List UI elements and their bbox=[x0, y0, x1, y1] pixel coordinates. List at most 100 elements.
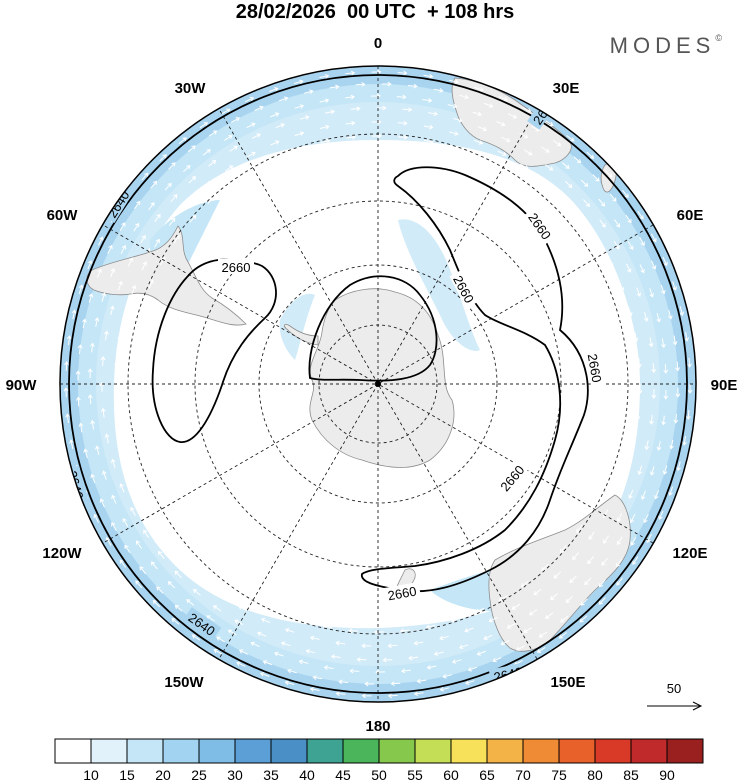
lon-label-60e: 60E bbox=[677, 207, 704, 224]
wind-arrow bbox=[649, 414, 654, 425]
wind-arrow bbox=[130, 506, 136, 516]
wind-arrow bbox=[227, 629, 237, 636]
wind-arrow bbox=[213, 649, 223, 655]
wind-arrow bbox=[528, 609, 538, 616]
colorbar-swatch bbox=[414, 738, 452, 764]
wind-arrow bbox=[251, 133, 261, 139]
wind-arrow bbox=[139, 456, 145, 467]
wind-arrow bbox=[192, 589, 201, 596]
colorbar-label: 55 bbox=[407, 767, 423, 782]
wind-reference: 50 bbox=[647, 681, 703, 711]
map-title: 28/02/2026 00 UTC + 108 hrs bbox=[235, 1, 515, 23]
wind-arrow bbox=[511, 603, 521, 610]
meridian-60 bbox=[102, 224, 654, 544]
wind-arrow bbox=[111, 494, 117, 504]
wind-arrow bbox=[309, 686, 320, 692]
wind-arrow bbox=[248, 166, 258, 173]
wind-arrow bbox=[171, 618, 180, 625]
map-border bbox=[59, 65, 697, 703]
wind-arrow bbox=[104, 330, 109, 341]
wind-arrow bbox=[297, 617, 308, 623]
wind-arrow bbox=[63, 387, 69, 398]
wind-arrow bbox=[541, 563, 549, 572]
wind-arrow bbox=[173, 234, 180, 244]
lon-label-60w: 60W bbox=[47, 207, 79, 224]
colorbar-swatch bbox=[630, 738, 668, 764]
wind-arrow bbox=[98, 236, 104, 246]
wind-arrow bbox=[544, 120, 554, 126]
wind-arrow bbox=[319, 124, 330, 130]
wind-arrow bbox=[374, 629, 384, 635]
wind-arrow bbox=[120, 438, 125, 449]
wind-arrow bbox=[586, 151, 595, 159]
longitude-labels: 0 30E 60E 90E 120E 150E 180 150W 120W 90… bbox=[6, 35, 738, 735]
wind-arrow bbox=[523, 627, 532, 633]
wind-arrow bbox=[413, 640, 424, 646]
wind-arrow bbox=[627, 241, 634, 250]
wind-arrow bbox=[128, 353, 134, 364]
wind-arrow bbox=[216, 590, 226, 598]
wind-arrow bbox=[622, 404, 628, 415]
wind-arrow bbox=[160, 504, 167, 514]
wind-arrow bbox=[566, 135, 575, 142]
wind-arrow bbox=[660, 338, 666, 349]
wind-arrow bbox=[614, 485, 620, 496]
wind-arrow bbox=[616, 513, 623, 522]
wind-arrow bbox=[565, 595, 574, 603]
wind-arrow bbox=[191, 634, 201, 641]
wind-arrow bbox=[99, 381, 105, 392]
colorbar-swatch bbox=[162, 738, 200, 764]
wind-arrow bbox=[669, 439, 674, 450]
wind-arrow bbox=[71, 309, 77, 320]
wind-arrow bbox=[587, 556, 594, 565]
south-pole-marker bbox=[375, 381, 381, 387]
wind-arrow bbox=[552, 140, 562, 147]
contour-label-2660: 2660 bbox=[585, 353, 605, 384]
africa bbox=[451, 77, 572, 167]
wind-arrow bbox=[101, 292, 107, 302]
wind-arrow bbox=[246, 151, 256, 158]
wind-arrow bbox=[95, 445, 100, 456]
wind-arrow bbox=[231, 117, 240, 123]
wind-arrow bbox=[672, 281, 677, 291]
wind-arrow bbox=[439, 686, 450, 692]
wind-arrow bbox=[560, 615, 569, 623]
wind-arrow bbox=[630, 537, 637, 546]
wind-arrow bbox=[560, 196, 569, 204]
wind-arrow bbox=[270, 112, 280, 118]
wind-arrow bbox=[679, 306, 685, 316]
wind-arrow bbox=[345, 94, 355, 100]
wind-arrow bbox=[651, 363, 657, 374]
wind-arrow bbox=[650, 233, 657, 243]
contour-2660-polar bbox=[308, 275, 438, 382]
wind-arrow bbox=[134, 200, 141, 210]
wind-arrow bbox=[635, 410, 641, 421]
wind-arrow bbox=[90, 342, 95, 353]
wind-arrow bbox=[361, 643, 372, 649]
wind-arrow bbox=[500, 639, 510, 646]
wind-arrow bbox=[111, 522, 117, 531]
wind-arrow bbox=[397, 120, 408, 126]
wind-arrow bbox=[501, 136, 511, 143]
wind-arrow bbox=[629, 513, 636, 524]
wind-arrow bbox=[601, 277, 607, 287]
wind-arrow bbox=[65, 413, 71, 424]
wind-arrow bbox=[90, 473, 96, 484]
wind-arrow bbox=[483, 634, 493, 640]
wind-arrow bbox=[99, 498, 105, 508]
colorbar-swatch bbox=[306, 738, 344, 764]
wind-arrow bbox=[473, 154, 483, 160]
wind-arrow bbox=[325, 109, 335, 115]
wind-arrow bbox=[141, 172, 149, 181]
wind-arrow bbox=[639, 264, 645, 274]
wind-arrow bbox=[622, 352, 628, 363]
wind-arrow bbox=[637, 211, 644, 220]
wind-arrow bbox=[668, 486, 674, 496]
wind-arrow bbox=[293, 79, 304, 85]
wind-arrow bbox=[254, 105, 264, 111]
contour-label-2660: 2660 bbox=[222, 260, 251, 275]
wind-arrow bbox=[477, 126, 488, 132]
wind-arrow bbox=[117, 334, 123, 345]
wind-arrow bbox=[536, 646, 546, 653]
